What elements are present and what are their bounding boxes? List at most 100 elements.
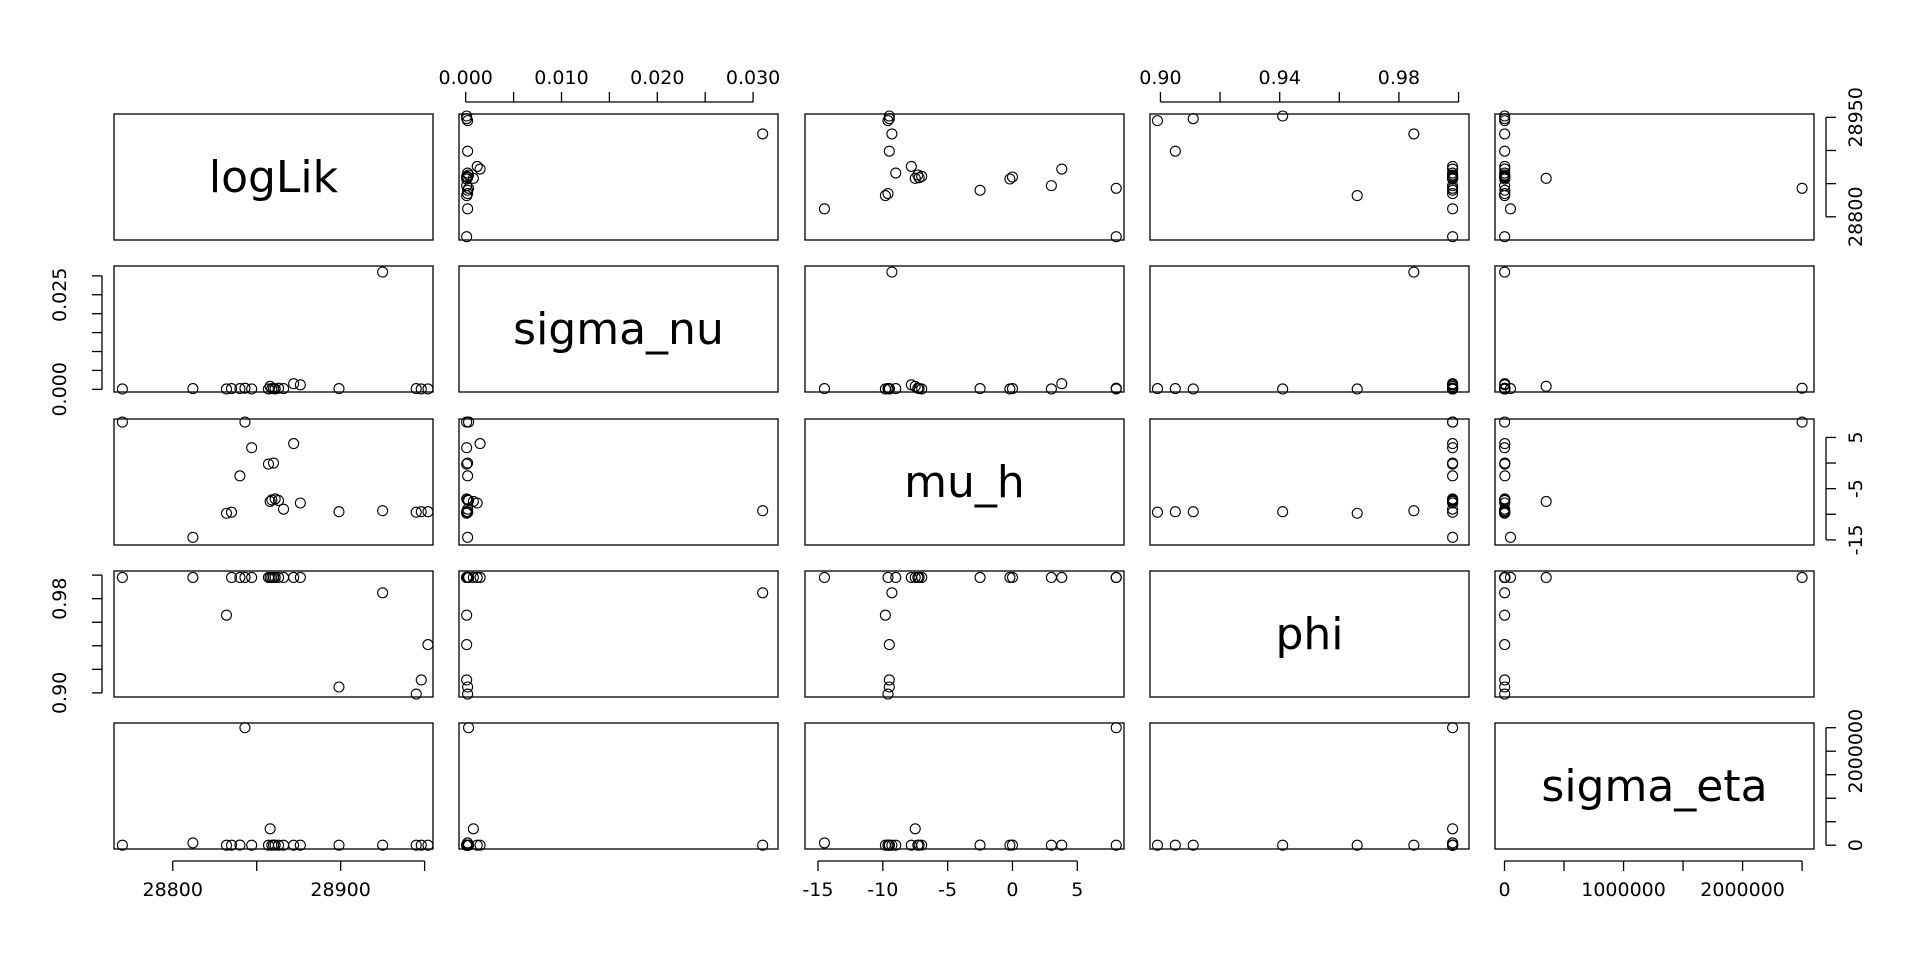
data-point xyxy=(1408,839,1420,851)
data-point xyxy=(239,382,251,394)
data-point xyxy=(187,571,199,584)
data-point xyxy=(377,505,389,517)
data-point xyxy=(1499,266,1511,278)
data-point xyxy=(266,571,278,584)
data-point xyxy=(1796,382,1808,394)
panel-phi-vs-phi: phi xyxy=(1149,570,1470,698)
data-point xyxy=(461,639,473,651)
data-point xyxy=(1006,171,1019,183)
data-point xyxy=(1499,160,1511,172)
data-point xyxy=(1499,609,1511,621)
data-point xyxy=(1056,839,1068,851)
data-point xyxy=(1447,839,1459,851)
data-point xyxy=(1499,674,1511,686)
data-point xyxy=(288,378,300,390)
data-point xyxy=(1056,163,1068,175)
data-point xyxy=(1499,180,1511,192)
data-point xyxy=(1504,531,1517,543)
data-point xyxy=(757,839,769,851)
data-point xyxy=(818,571,831,584)
data-point xyxy=(1110,839,1122,851)
x-axis-bottom-logLik: 28800 28900 xyxy=(143,860,426,901)
data-point xyxy=(234,571,246,584)
panel-sigma_nu-vs-phi xyxy=(1149,265,1470,395)
data-point xyxy=(1351,190,1363,202)
data-point xyxy=(333,506,345,518)
data-point xyxy=(1151,506,1163,518)
data-point xyxy=(239,571,251,584)
panel-frame xyxy=(458,418,779,546)
data-point xyxy=(1408,266,1420,278)
data-point xyxy=(264,823,276,835)
data-point xyxy=(471,571,483,584)
data-point xyxy=(879,609,891,621)
panel-mu_h-vs-logLik xyxy=(113,416,434,546)
panel-frame xyxy=(804,570,1125,698)
data-point xyxy=(882,571,894,584)
data-point xyxy=(461,231,473,243)
data-point xyxy=(234,839,246,851)
data-point xyxy=(974,571,986,584)
data-point xyxy=(905,160,917,172)
y-axis-right-sigma_eta: 0 2000000 xyxy=(1825,709,1867,851)
data-point xyxy=(1796,571,1808,584)
data-point xyxy=(246,442,258,454)
tick-label: 0.000 xyxy=(49,362,71,416)
data-point xyxy=(818,837,831,849)
data-point xyxy=(278,383,290,395)
data-point xyxy=(234,470,246,482)
data-point xyxy=(410,506,422,518)
data-point xyxy=(1351,383,1363,395)
y-axis-left-sigma_nu: 0.000 0.025 xyxy=(49,268,103,417)
data-point xyxy=(1447,160,1459,172)
data-point xyxy=(883,639,895,651)
data-point xyxy=(1447,438,1459,450)
data-point xyxy=(220,839,233,851)
data-point xyxy=(1351,839,1363,851)
data-point xyxy=(225,571,238,584)
data-point xyxy=(1151,115,1163,127)
data-point xyxy=(905,379,917,391)
data-point xyxy=(116,383,128,395)
data-point xyxy=(474,839,486,851)
data-point xyxy=(1499,383,1511,395)
data-point xyxy=(462,681,474,693)
data-point xyxy=(462,145,474,157)
panel-sigma_eta-vs-sigma_eta: sigma_eta xyxy=(1494,722,1815,850)
data-point xyxy=(1499,587,1511,599)
data-point xyxy=(1499,231,1511,243)
data-point xyxy=(1169,145,1181,157)
data-point xyxy=(333,383,345,395)
data-point xyxy=(1056,571,1068,584)
panel-phi-vs-mu_h xyxy=(804,570,1125,700)
data-point xyxy=(462,167,474,179)
data-point xyxy=(1499,128,1511,140)
data-point xyxy=(462,188,474,200)
data-point xyxy=(886,839,898,851)
data-point xyxy=(462,203,474,215)
data-point xyxy=(415,674,427,686)
data-point xyxy=(818,203,831,215)
data-point xyxy=(1408,505,1420,517)
panel-sigma_nu-vs-mu_h xyxy=(804,265,1125,395)
y-axis-left-phi: 0.90 0.98 xyxy=(49,574,103,714)
x-axis-top-phi: 0.90 0.94 0.98 xyxy=(1139,67,1460,103)
tick-label: 0 xyxy=(1845,839,1867,851)
tick-label: 0.030 xyxy=(726,67,780,89)
data-point xyxy=(278,503,290,515)
data-point xyxy=(377,839,389,851)
data-point xyxy=(757,505,769,517)
data-point xyxy=(187,531,199,543)
data-point xyxy=(262,458,275,470)
data-point xyxy=(883,145,895,157)
data-point xyxy=(912,382,924,394)
data-point xyxy=(1447,823,1459,835)
data-point xyxy=(266,383,278,395)
data-point xyxy=(288,438,300,450)
tick-label: 0 xyxy=(1498,879,1510,901)
data-point xyxy=(461,839,473,851)
data-point xyxy=(1499,167,1511,179)
data-point xyxy=(974,184,986,196)
data-point xyxy=(882,115,894,127)
data-point xyxy=(1447,497,1459,509)
